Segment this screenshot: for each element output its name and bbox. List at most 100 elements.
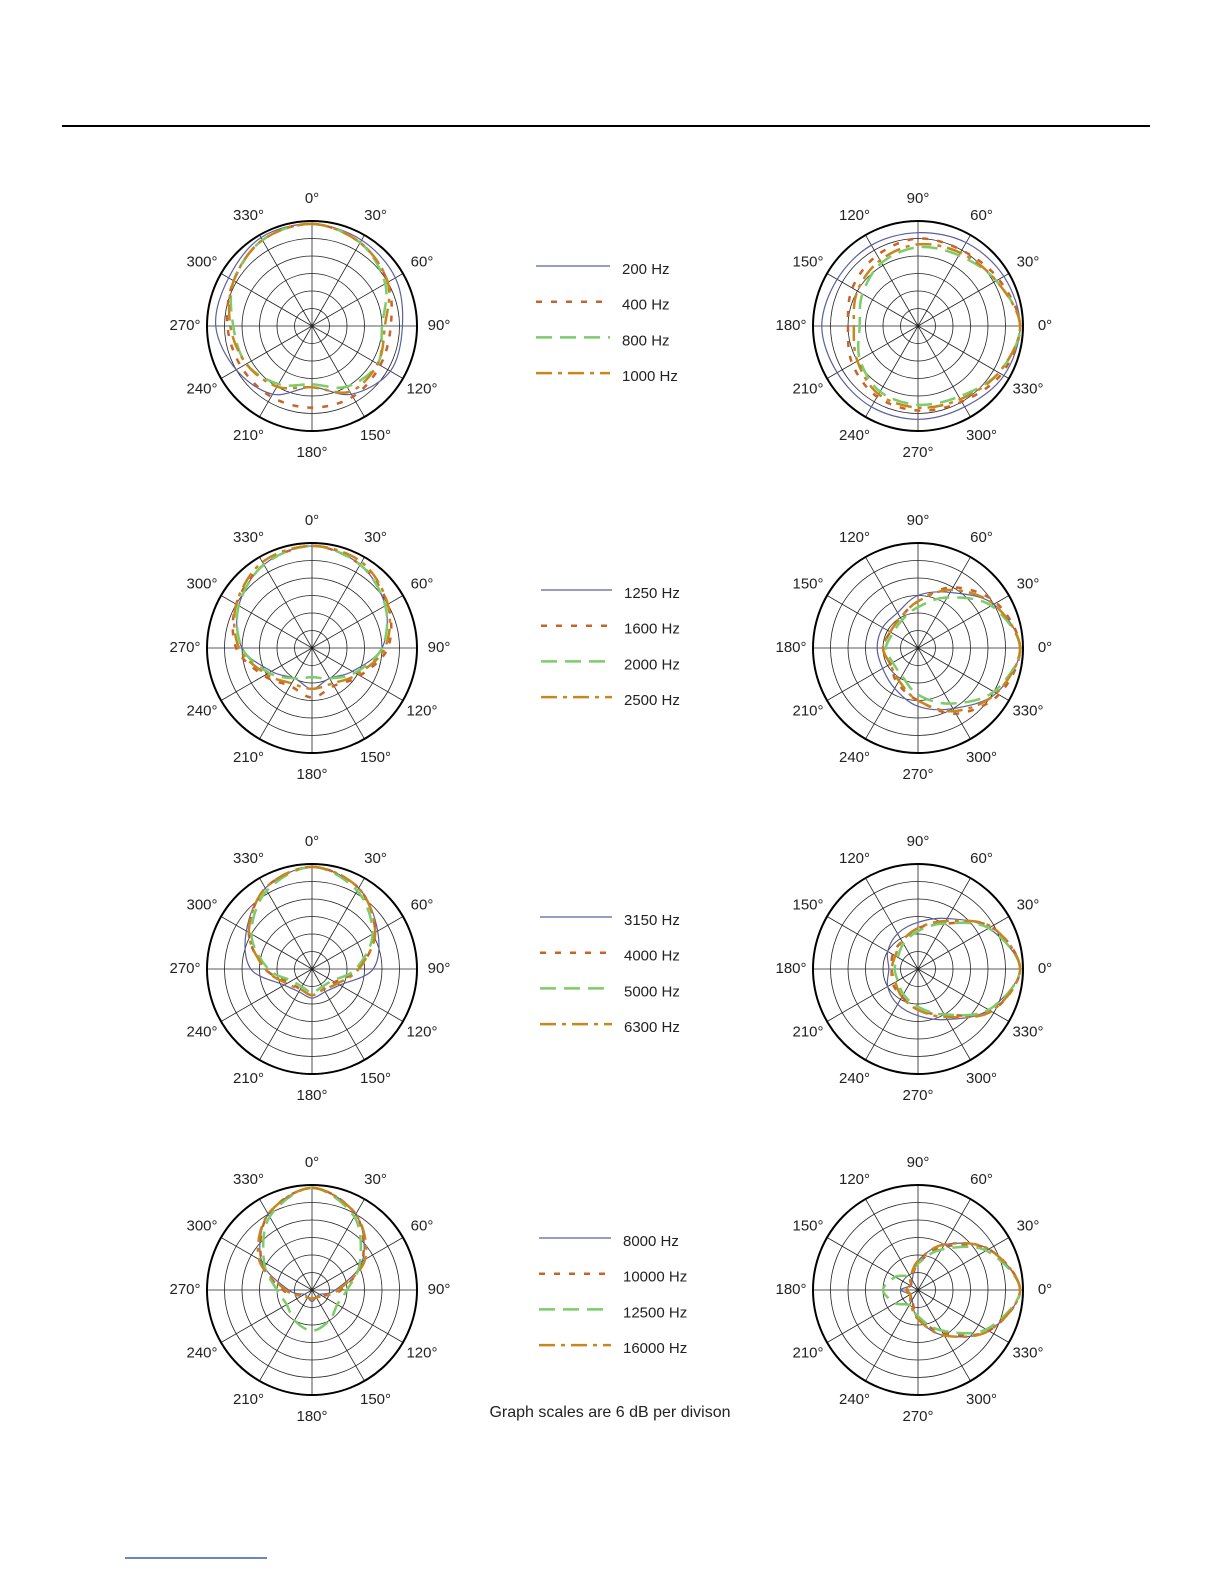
grid-ring: [259, 916, 365, 1022]
angle-label: 0°: [1038, 960, 1052, 977]
angle-label: 150°: [360, 1070, 391, 1087]
legend-label: 2500 Hz: [624, 692, 680, 709]
grid-ring: [865, 916, 971, 1022]
angle-label: 90°: [428, 317, 451, 334]
grid-ring: [259, 1237, 365, 1343]
angle-label: 330°: [233, 1171, 264, 1188]
legend-label: 400 Hz: [622, 297, 670, 314]
pattern-curve: [261, 1186, 363, 1333]
angle-label: 30°: [364, 207, 387, 224]
angle-label: 180°: [775, 639, 806, 656]
angle-label: 90°: [428, 960, 451, 977]
outer-ring: [812, 220, 1024, 432]
angle-label: 30°: [1017, 896, 1040, 913]
angle-label: 300°: [186, 575, 217, 592]
legend-label: 1000 Hz: [622, 368, 678, 385]
pattern-curve: [881, 1245, 1022, 1335]
angle-label: 60°: [970, 207, 993, 224]
grid-ring: [865, 273, 971, 379]
angle-label: 180°: [296, 1087, 327, 1104]
angle-label: 90°: [907, 512, 930, 529]
pattern-curve: [244, 866, 380, 999]
angle-label: 120°: [839, 1171, 870, 1188]
legend-label: 4000 Hz: [624, 948, 680, 965]
angle-label: 210°: [792, 380, 823, 397]
legend-label: 6300 Hz: [624, 1019, 680, 1036]
angle-label: 90°: [907, 190, 930, 207]
angle-label: 30°: [1017, 253, 1040, 270]
angle-label: 30°: [1017, 575, 1040, 592]
angle-label: 60°: [411, 575, 434, 592]
grid-ring: [241, 1219, 383, 1361]
angle-label: 60°: [970, 850, 993, 867]
angle-label: 150°: [792, 896, 823, 913]
angle-label: 210°: [233, 1391, 264, 1408]
grid-ring: [294, 951, 330, 987]
angle-label: 60°: [970, 529, 993, 546]
angle-label: 0°: [305, 190, 319, 207]
angle-label: 300°: [966, 749, 997, 766]
angle-label: 300°: [966, 1070, 997, 1087]
angle-label: 180°: [296, 1408, 327, 1425]
pattern-curve: [821, 232, 1021, 420]
angle-label: 120°: [406, 1023, 437, 1040]
legend-label: 1600 Hz: [624, 621, 680, 638]
angle-label: 330°: [1012, 380, 1043, 397]
grid-ring: [224, 881, 400, 1057]
grid-ring: [847, 577, 989, 719]
angle-label: 240°: [186, 1023, 217, 1040]
angle-label: 330°: [1012, 702, 1043, 719]
pattern-curve: [259, 1187, 365, 1303]
grid-ring: [294, 630, 330, 666]
angle-label: 330°: [233, 207, 264, 224]
angle-label: 0°: [1038, 1281, 1052, 1298]
angle-label: 0°: [1038, 639, 1052, 656]
grid-ring: [294, 308, 330, 344]
pattern-curve: [905, 1241, 1022, 1339]
pattern-curve: [235, 544, 389, 680]
angle-label: 270°: [902, 1408, 933, 1425]
outer-ring: [206, 1184, 418, 1396]
outer-ring: [812, 863, 1024, 1075]
grid-ring: [224, 560, 400, 736]
angle-label: 60°: [411, 253, 434, 270]
angle-label: 60°: [411, 896, 434, 913]
legend-label: 16000 Hz: [623, 1340, 687, 1357]
grid-ring: [241, 255, 383, 397]
pattern-curve: [227, 222, 391, 394]
angle-label: 240°: [839, 749, 870, 766]
angle-label: 180°: [296, 444, 327, 461]
angle-label: 30°: [364, 529, 387, 546]
angle-label: 150°: [360, 427, 391, 444]
pattern-curve: [852, 242, 1022, 410]
legend-label: 10000 Hz: [623, 1269, 687, 1286]
pattern-curve: [890, 919, 1022, 1019]
pattern-curve: [250, 865, 374, 994]
angle-label: 60°: [411, 1217, 434, 1234]
grid-ring: [900, 308, 936, 344]
grid-ring: [224, 238, 400, 414]
angle-label: 300°: [186, 896, 217, 913]
outer-ring: [812, 1184, 1024, 1396]
legend-label: 200 Hz: [622, 261, 670, 278]
legend-label: 8000 Hz: [623, 1233, 679, 1250]
angle-label: 90°: [907, 833, 930, 850]
angle-label: 330°: [233, 529, 264, 546]
angle-label: 330°: [1012, 1023, 1043, 1040]
angle-label: 270°: [902, 444, 933, 461]
angle-label: 240°: [186, 1344, 217, 1361]
angle-label: 270°: [902, 766, 933, 783]
grid-ring: [294, 1272, 330, 1308]
angle-label: 240°: [186, 380, 217, 397]
angle-label: 120°: [406, 1344, 437, 1361]
angle-label: 300°: [186, 253, 217, 270]
angle-label: 0°: [1038, 317, 1052, 334]
pattern-curve: [846, 237, 1022, 412]
grid-ring: [847, 1219, 989, 1361]
angle-label: 0°: [305, 833, 319, 850]
angle-label: 0°: [305, 512, 319, 529]
grid-ring: [900, 630, 936, 666]
outer-ring: [206, 863, 418, 1075]
pattern-curve: [876, 591, 1021, 711]
angle-label: 270°: [169, 1281, 200, 1298]
